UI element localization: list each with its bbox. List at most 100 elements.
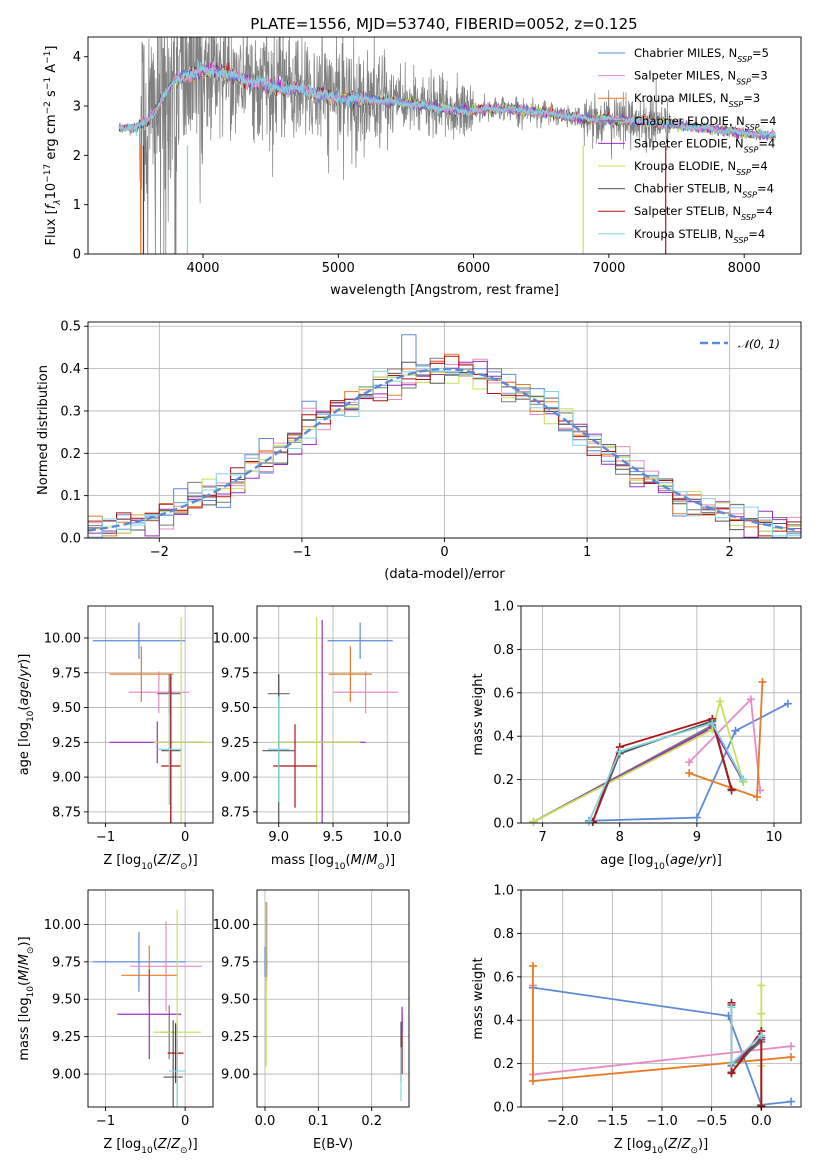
y-tick-label: 0.0 — [493, 817, 514, 832]
y-tick-label: 8.75 — [221, 805, 250, 820]
label-part: / — [167, 853, 172, 868]
y-tick-label: 0.5 — [60, 320, 81, 335]
spectrum-labels: wavelength [Angstrom, rest frame] Flux [f… — [43, 46, 559, 299]
errorbar-point — [128, 671, 190, 714]
legend-entry: Chabrier ELODIE, NSSP=4 — [634, 114, 776, 132]
age_vs_mass-plot — [262, 617, 399, 823]
y-tick-label: 10.00 — [44, 631, 81, 646]
age_vs_mass-xlabel: mass [log10(M/M⊙)] — [271, 853, 395, 872]
mass_vs_Z-xlabel: Z [log10(Z/Z⊙)] — [103, 1137, 197, 1156]
legend-label: Salpeter ELODIE, N — [634, 136, 744, 150]
mass_vs_Z-plot — [92, 909, 202, 1107]
legend-entry: Salpeter ELODIE, NSSP=4 — [634, 136, 775, 154]
errorbar-point — [130, 921, 202, 1012]
mass_weight_vs_age-frame-rect — [520, 605, 802, 824]
legend-label: Chabrier STELIB, N — [634, 182, 742, 196]
label-part: / — [167, 1137, 172, 1152]
y-tick-label: 0.0 — [493, 1101, 514, 1116]
figure-title: PLATE=1556, MJD=53740, FIBERID=0052, z=0… — [250, 15, 637, 33]
legend-entry: Salpeter MILES, NSSP=3 — [634, 69, 768, 87]
label-part: 10 — [141, 862, 153, 872]
legend-entry: Salpeter STELIB, NSSP=4 — [634, 204, 773, 222]
label-part: )] — [712, 853, 722, 868]
label-part: ⊙ — [180, 862, 188, 872]
age_vs_mass-frame: 9.0 9.5 10.0 8.75 9.00 9.25 9.50 9.75 10.00 — [213, 605, 410, 845]
x-tick-label: 0 — [181, 1114, 189, 1129]
label-part: Flux [ — [44, 209, 59, 245]
y-tick-label: 0.8 — [493, 643, 514, 658]
errorbar-point — [161, 675, 181, 823]
weight-marker — [685, 769, 694, 778]
mass_vs_Z-frame: −1 0 9.00 9.25 9.50 9.75 10.00 — [44, 889, 214, 1129]
label-part: ] — [44, 46, 59, 51]
weight-marker — [787, 1053, 796, 1062]
mass_weight_vs_Z-labels: Z [log10(Z/Z⊙)]mass weight — [471, 957, 708, 1156]
x-tick-label: 7000 — [592, 261, 625, 276]
x-tick-label: 5000 — [322, 261, 355, 276]
mass_weight_vs_Z-axes — [521, 889, 801, 1108]
label-part: 10 — [26, 986, 36, 998]
x-tick-label: 0.0 — [255, 1114, 276, 1129]
x-tick-label: 7 — [538, 830, 546, 845]
errorbar-point — [169, 1026, 186, 1107]
label-part: ( — [17, 706, 32, 711]
label-part: ⊙ — [690, 1146, 698, 1156]
label-part: )] — [385, 853, 395, 868]
legend-label: Chabrier MILES, N — [634, 46, 737, 60]
label-part: )] — [188, 853, 198, 868]
mass_weight_vs_age-plot — [529, 677, 792, 826]
legend-sub: SSP — [741, 213, 756, 222]
y-tick-label: 10.00 — [213, 631, 250, 646]
y-tick-label: 0.2 — [60, 447, 81, 462]
weight-marker — [758, 677, 767, 686]
spectrum-data-line — [118, 37, 776, 254]
x-tick-label: 9 — [693, 830, 701, 845]
hist-salpeter-stelib — [88, 355, 801, 537]
hist-kroupa-elodie — [88, 371, 801, 535]
label-part: Z [log — [614, 1137, 652, 1152]
legend-entry: Chabrier STELIB, NSSP=4 — [634, 182, 774, 200]
age_vs_Z-xlabel: Z [log10(Z/Z⊙)] — [103, 853, 197, 872]
legend-sub: SSP — [736, 77, 751, 86]
weight-marker — [757, 1009, 766, 1018]
y-tick-label: 10.00 — [44, 918, 81, 933]
weight-marker — [727, 1003, 736, 1012]
weight-marker — [727, 1059, 736, 1068]
label-part: 10 — [44, 183, 59, 200]
weight-marker — [529, 817, 538, 826]
x-tick-label: 10 — [766, 830, 783, 845]
errorbar-point — [327, 622, 393, 659]
y-tick-label: 0.3 — [60, 404, 81, 419]
x-tick-label: −0.5 — [696, 1114, 728, 1129]
age_vs_Z-ylabel: age [log10(age/yr)] — [17, 654, 36, 776]
label-part: )] — [188, 1137, 198, 1152]
weight-line-kroupa-stelib — [588, 722, 744, 823]
age_vs_Z-frame-rect — [87, 605, 214, 824]
label-part: age [log — [17, 722, 32, 775]
errorbar-point — [109, 646, 174, 702]
label-part: λ — [53, 199, 63, 205]
weight-marker — [685, 758, 694, 767]
x-tick-label: 2 — [726, 545, 734, 560]
x-tick-label: −1.5 — [597, 1114, 629, 1129]
label-part: 10 — [653, 862, 665, 872]
residuals-xlabel: (data-model)/error — [384, 567, 505, 582]
label-part: −1 — [43, 51, 53, 64]
x-tick-label: 0.0 — [751, 1114, 772, 1129]
label-part: Z — [667, 1137, 678, 1152]
residuals-labels: (data-model)/error Normed distribution 𝒩(0… — [36, 337, 780, 582]
weight-marker — [787, 1042, 796, 1051]
legend-entry: Kroupa ELODIE, NSSP=4 — [634, 159, 768, 177]
label-part: mass [log — [17, 997, 32, 1060]
label-part: / — [17, 676, 32, 681]
label-part: yr — [698, 853, 714, 868]
weight-marker — [753, 792, 762, 801]
x-tick-label: 0.2 — [361, 1114, 382, 1129]
legend-sub: SSP — [734, 235, 749, 244]
legend-entry: Chabrier MILES, NSSP=5 — [634, 46, 769, 64]
y-tick-label: 9.75 — [52, 955, 81, 970]
label-part: E(B-V) — [313, 1137, 353, 1152]
mass_vs_EBV-axes — [257, 890, 409, 1107]
y-tick-label: 0.0 — [60, 532, 81, 547]
mass_vs_Z-labels: Z [log10(Z/Z⊙)]mass [log10(M/M⊙)] — [17, 936, 198, 1156]
